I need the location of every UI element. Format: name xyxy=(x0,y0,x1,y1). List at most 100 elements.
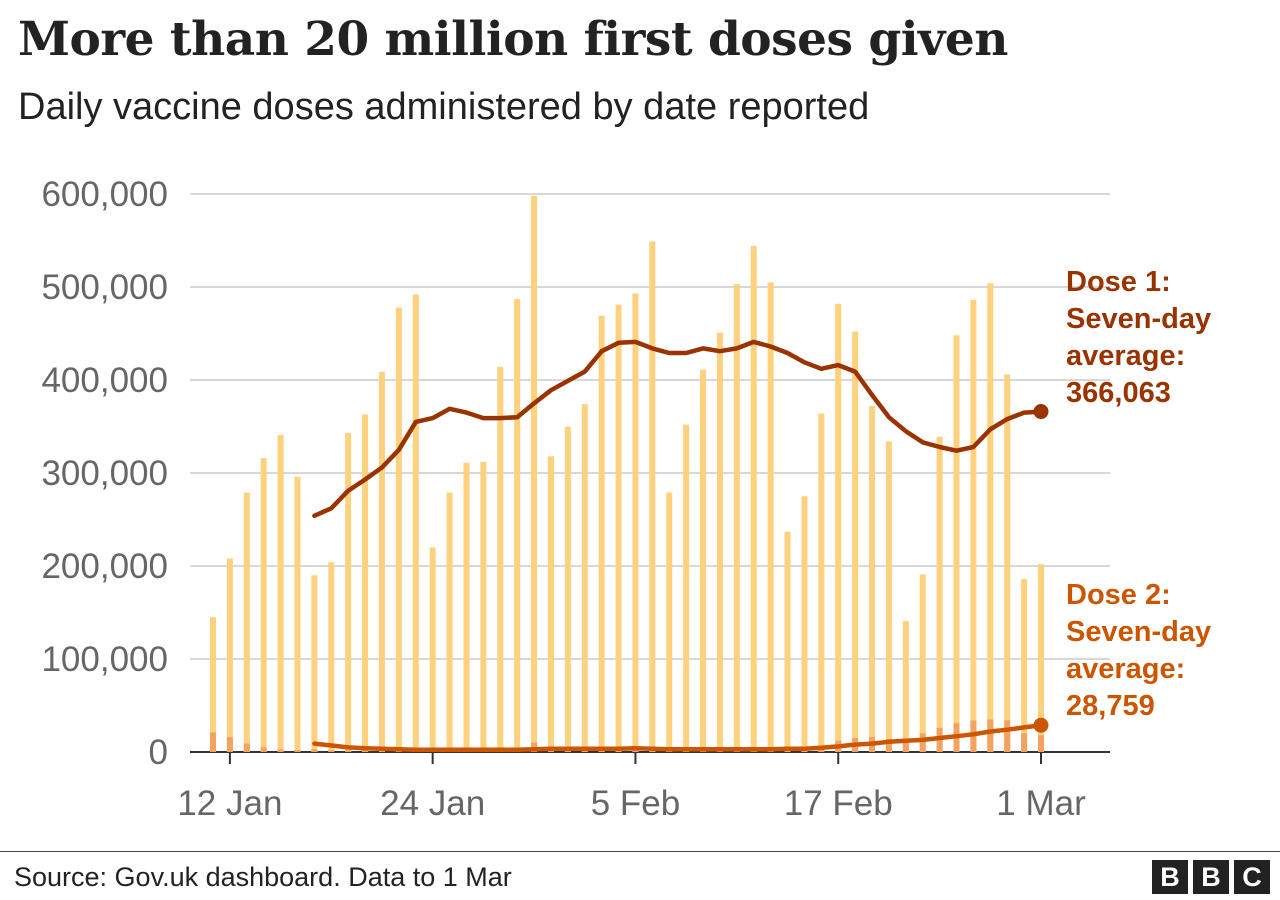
chart-subtitle: Daily vaccine doses administered by date… xyxy=(18,86,870,128)
dose1-bar xyxy=(1021,579,1028,752)
dose2-annotation-line: Seven-day xyxy=(1066,616,1212,648)
dose1-bar xyxy=(328,562,335,752)
dose1-bar xyxy=(632,293,639,752)
y-tick-label: 300,000 xyxy=(41,454,168,493)
dose1-bar xyxy=(869,406,876,752)
bbc-logo-letter: B xyxy=(1193,860,1229,894)
x-tick-label: 1 Mar xyxy=(996,784,1086,823)
dose1-bar xyxy=(564,426,571,752)
source-note: Source: Gov.uk dashboard. Data to 1 Mar xyxy=(14,862,512,892)
dose1-bar xyxy=(243,492,250,752)
dose2-average-line xyxy=(312,723,1044,752)
dose2-average-endpoint xyxy=(1033,717,1049,733)
dose2-bar xyxy=(345,750,352,752)
y-tick-label: 500,000 xyxy=(41,268,168,307)
dose1-bar xyxy=(835,303,842,752)
x-tick-label: 12 Jan xyxy=(177,784,282,823)
y-tick-label: 100,000 xyxy=(41,640,168,679)
dose1-bar xyxy=(378,371,385,752)
dose2-bar xyxy=(1021,733,1028,752)
dose1-bar xyxy=(801,496,808,752)
dose1-bar xyxy=(1038,564,1044,752)
dose1-bar xyxy=(581,404,588,752)
dose1-bar xyxy=(277,434,284,752)
dose1-bar xyxy=(767,282,774,752)
y-tick-label: 600,000 xyxy=(41,175,168,214)
dose1-bar xyxy=(345,433,352,752)
dose2-bar xyxy=(243,743,250,752)
dose1-average-line xyxy=(312,339,1044,519)
dose2-bar xyxy=(378,750,385,752)
dose1-bar xyxy=(1004,374,1011,752)
vaccine-doses-chart: 0 100,000 200,000 300,000 400,000 500,000 600,… xyxy=(41,175,1110,823)
x-axis-ticks: 12 Jan 24 Jan 5 Feb 17 Feb 1 Mar xyxy=(177,752,1086,823)
y-tick-label: 400,000 xyxy=(41,361,168,400)
dose1-annotation-line: Dose 1: xyxy=(1066,266,1171,298)
dose1-bar xyxy=(531,195,538,753)
dose2-annotation-line: Dose 2: xyxy=(1066,579,1171,611)
dose2-bar xyxy=(277,749,284,752)
dose1-bar xyxy=(919,574,926,752)
dose2-bar xyxy=(902,741,909,752)
dose1-bar xyxy=(226,558,233,752)
dose2-bar xyxy=(362,750,369,752)
y-tick-label: 200,000 xyxy=(41,547,168,586)
dose1-bar xyxy=(818,413,825,752)
dose1-annotation: Dose 1: Seven-day average: 366,063 xyxy=(1066,264,1211,412)
bbc-logo-letter: B xyxy=(1152,860,1188,894)
dose2-bar xyxy=(226,737,233,752)
dose2-bar xyxy=(294,750,301,752)
dose2-bar xyxy=(1038,735,1044,752)
dose1-bar xyxy=(463,462,470,752)
dose1-bar xyxy=(615,304,622,752)
dose1-bar xyxy=(953,335,960,752)
dose2-annotation-line: average: xyxy=(1066,653,1186,685)
dose1-bar xyxy=(446,492,453,752)
dose2-bar xyxy=(632,749,639,752)
dose1-bar xyxy=(598,315,605,752)
dose1-bar xyxy=(395,307,402,752)
dose1-bar xyxy=(987,283,994,752)
dose1-bar xyxy=(210,617,216,752)
dose2-bar xyxy=(1004,720,1011,752)
bars xyxy=(210,195,1044,753)
dose1-bar xyxy=(885,441,892,752)
dose1-bar xyxy=(649,241,656,752)
bbc-logo-letter: C xyxy=(1234,860,1270,894)
dose1-bar xyxy=(514,299,521,752)
dose1-average-endpoint xyxy=(1033,404,1049,420)
dose1-bar xyxy=(700,369,707,752)
bbc-logo: B B C xyxy=(1152,860,1270,894)
dose1-bar xyxy=(480,461,487,752)
dose1-bar xyxy=(716,332,723,752)
x-tick-label: 17 Feb xyxy=(784,784,893,823)
dose2-bar xyxy=(885,738,892,752)
dose1-bar xyxy=(311,575,318,752)
dose1-bar xyxy=(733,284,740,752)
dose1-bar xyxy=(750,246,757,752)
dose1-bar xyxy=(294,476,301,752)
y-tick-label: 0 xyxy=(149,733,168,772)
dose1-bar xyxy=(412,294,419,752)
dose2-bar xyxy=(210,732,216,752)
dose1-bar xyxy=(936,436,943,752)
dose2-bar xyxy=(260,747,267,752)
dose1-bar xyxy=(362,414,369,752)
dose1-bar xyxy=(852,331,859,752)
dose1-bar xyxy=(429,547,436,752)
x-tick-label: 5 Feb xyxy=(591,784,681,823)
dose1-bar xyxy=(260,458,267,752)
dose2-bar xyxy=(919,733,926,752)
dose1-bar xyxy=(784,531,791,752)
x-tick-label: 24 Jan xyxy=(380,784,485,823)
dose1-bar xyxy=(666,492,673,752)
chart-title: More than 20 million first doses given xyxy=(18,12,1008,67)
dose1-annotation-value: 366,063 xyxy=(1066,377,1171,409)
dose1-bar xyxy=(902,620,909,752)
average-lines xyxy=(312,339,1049,752)
dose2-bar xyxy=(311,749,318,752)
dose2-annotation: Dose 2: Seven-day average: 28,759 xyxy=(1066,577,1211,725)
y-axis-ticks: 0 100,000 200,000 300,000 400,000 500,000 600,… xyxy=(41,175,168,772)
dose1-annotation-line: Seven-day xyxy=(1066,303,1212,335)
dose2-bar xyxy=(328,750,335,752)
